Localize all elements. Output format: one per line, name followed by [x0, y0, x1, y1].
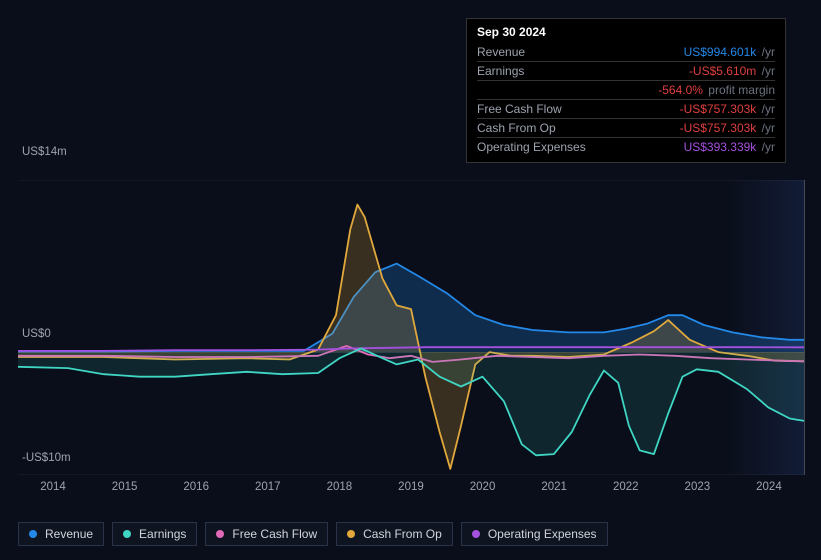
- tooltip-row-label: Revenue: [477, 45, 525, 59]
- legend-label: Operating Expenses: [488, 527, 597, 541]
- legend-label: Earnings: [139, 527, 186, 541]
- x-tick: 2023: [662, 481, 732, 500]
- tooltip-row: Revenue US$994.601k /yr: [477, 43, 775, 61]
- tooltip-row-value: -US$5.610m /yr: [689, 64, 775, 78]
- x-tick: 2019: [376, 481, 446, 500]
- series-fill-earnings: [18, 348, 804, 455]
- x-axis: 2014201520162017201820192020202120222023…: [18, 481, 804, 500]
- x-tick: 2021: [519, 481, 589, 500]
- x-tick: 2018: [304, 481, 374, 500]
- tooltip-row-value: US$393.339k /yr: [684, 140, 775, 154]
- tooltip-row-value: -US$757.303k /yr: [680, 102, 775, 116]
- x-tick: 2014: [18, 481, 88, 500]
- tooltip-row-label: Cash From Op: [477, 121, 556, 135]
- tooltip-row-label: Earnings: [477, 64, 524, 78]
- legend-label: Free Cash Flow: [232, 527, 317, 541]
- tooltip-row: Cash From Op -US$757.303k /yr: [477, 118, 775, 137]
- legend-swatch: [347, 530, 355, 538]
- x-tick: 2024: [734, 481, 804, 500]
- legend-item-revenue[interactable]: Revenue: [18, 522, 104, 546]
- chart-legend: Revenue Earnings Free Cash Flow Cash From O…: [18, 522, 608, 546]
- x-tick: 2022: [591, 481, 661, 500]
- tooltip-row: -564.0% profit margin: [477, 80, 775, 99]
- earnings-revenue-chart: US$14m US$0 -US$10m 20142015201620172018…: [18, 160, 804, 500]
- x-tick: 2015: [90, 481, 160, 500]
- legend-swatch: [216, 530, 224, 538]
- tooltip-title: Sep 30 2024: [477, 25, 775, 39]
- chart-svg: [18, 180, 804, 475]
- legend-item-free-cash-flow[interactable]: Free Cash Flow: [205, 522, 328, 546]
- tooltip-row-value: US$994.601k /yr: [684, 45, 775, 59]
- y-axis-label-top: US$14m: [22, 146, 67, 158]
- tooltip-row: Operating Expenses US$393.339k /yr: [477, 137, 775, 156]
- x-tick: 2020: [448, 481, 518, 500]
- x-tick: 2017: [233, 481, 303, 500]
- tooltip-row: Earnings -US$5.610m /yr: [477, 61, 775, 80]
- tooltip-row-value: -US$757.303k /yr: [680, 121, 775, 135]
- x-tick: 2016: [161, 481, 231, 500]
- crosshair: [804, 180, 805, 475]
- chart-tooltip: Sep 30 2024 Revenue US$994.601k /yr Earnin…: [466, 18, 786, 163]
- tooltip-row-label: Operating Expenses: [477, 140, 586, 154]
- tooltip-row: Free Cash Flow -US$757.303k /yr: [477, 99, 775, 118]
- legend-swatch: [29, 530, 37, 538]
- legend-swatch: [123, 530, 131, 538]
- legend-label: Revenue: [45, 527, 93, 541]
- legend-label: Cash From Op: [363, 527, 442, 541]
- legend-item-earnings[interactable]: Earnings: [112, 522, 197, 546]
- legend-swatch: [472, 530, 480, 538]
- tooltip-row-value: -564.0% profit margin: [658, 83, 775, 97]
- legend-item-operating-expenses[interactable]: Operating Expenses: [461, 522, 608, 546]
- tooltip-row-label: Free Cash Flow: [477, 102, 562, 116]
- legend-item-cash-from-op[interactable]: Cash From Op: [336, 522, 453, 546]
